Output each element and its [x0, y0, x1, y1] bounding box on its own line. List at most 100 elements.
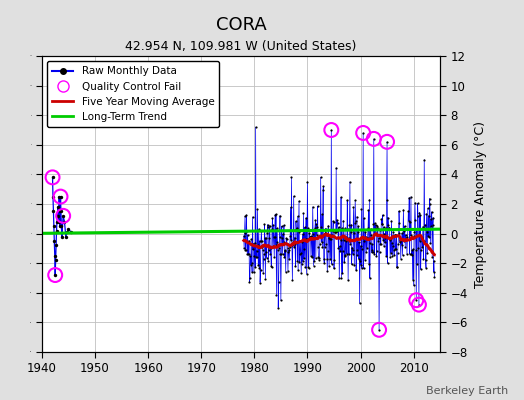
Point — [360, 215, 368, 222]
Point — [402, 234, 411, 240]
Point — [298, 239, 306, 245]
Point — [397, 236, 406, 243]
Point — [254, 242, 262, 248]
Point — [373, 248, 381, 254]
Point — [372, 222, 380, 228]
Point — [338, 225, 346, 232]
Point — [324, 222, 332, 229]
Point — [403, 226, 412, 233]
Point — [309, 230, 318, 237]
Point — [369, 248, 377, 255]
Point — [296, 238, 304, 244]
Point — [428, 254, 436, 260]
Point — [389, 247, 398, 254]
Point — [265, 247, 273, 254]
Point — [301, 236, 310, 242]
Point — [259, 255, 268, 262]
Point — [292, 225, 301, 231]
Point — [323, 268, 332, 274]
Point — [328, 232, 336, 238]
Point — [344, 277, 352, 284]
Point — [260, 250, 268, 257]
Point — [412, 247, 420, 253]
Point — [367, 232, 375, 238]
Point — [414, 302, 423, 308]
Point — [400, 238, 408, 244]
Point — [267, 264, 276, 270]
Point — [262, 249, 270, 255]
Point — [271, 212, 279, 218]
Point — [335, 275, 343, 281]
Point — [310, 227, 318, 233]
Point — [283, 245, 292, 252]
Point — [342, 237, 351, 244]
Point — [319, 187, 327, 193]
Point — [58, 233, 66, 240]
Point — [241, 247, 249, 253]
Point — [385, 225, 393, 231]
Point — [347, 222, 355, 228]
Point — [366, 275, 374, 281]
Point — [246, 275, 254, 282]
Point — [318, 244, 326, 251]
Point — [368, 247, 377, 253]
Point — [290, 244, 298, 250]
Point — [279, 239, 288, 245]
Point — [416, 238, 424, 244]
Point — [281, 247, 289, 253]
Point — [354, 223, 363, 229]
Point — [380, 230, 389, 237]
Point — [244, 232, 252, 238]
Point — [272, 291, 281, 298]
Point — [294, 229, 303, 235]
Point — [346, 240, 355, 247]
Point — [48, 174, 57, 180]
Point — [53, 218, 61, 225]
Point — [369, 136, 378, 142]
Point — [275, 245, 283, 252]
Point — [369, 136, 378, 142]
Point — [57, 208, 65, 214]
Point — [332, 164, 341, 171]
Point — [297, 250, 305, 256]
Point — [341, 252, 349, 258]
Point — [356, 258, 364, 264]
Point — [407, 194, 415, 200]
Point — [293, 213, 302, 220]
Text: CORA: CORA — [216, 16, 266, 34]
Point — [48, 174, 57, 180]
Point — [373, 223, 381, 229]
Point — [271, 242, 280, 248]
Point — [325, 263, 333, 269]
Text: Berkeley Earth: Berkeley Earth — [426, 386, 508, 396]
Point — [321, 243, 329, 250]
Point — [243, 227, 251, 234]
Point — [344, 234, 353, 241]
Point — [378, 221, 386, 228]
Point — [404, 208, 412, 214]
Point — [346, 178, 354, 185]
Point — [347, 261, 356, 268]
Point — [313, 203, 322, 209]
Point — [300, 246, 309, 252]
Point — [376, 226, 384, 233]
Point — [380, 239, 389, 246]
Point — [370, 220, 379, 226]
Point — [359, 130, 367, 136]
Point — [422, 265, 430, 271]
Point — [379, 224, 388, 230]
Point — [385, 224, 394, 231]
Point — [290, 234, 299, 241]
Point — [57, 223, 66, 229]
Point — [253, 253, 261, 260]
Point — [255, 265, 264, 272]
Point — [242, 212, 250, 218]
Point — [272, 211, 280, 217]
Point — [341, 252, 350, 259]
Point — [366, 226, 375, 232]
Point — [405, 217, 413, 224]
Point — [56, 208, 64, 214]
Point — [366, 240, 375, 247]
Point — [395, 220, 403, 226]
Point — [413, 261, 421, 267]
